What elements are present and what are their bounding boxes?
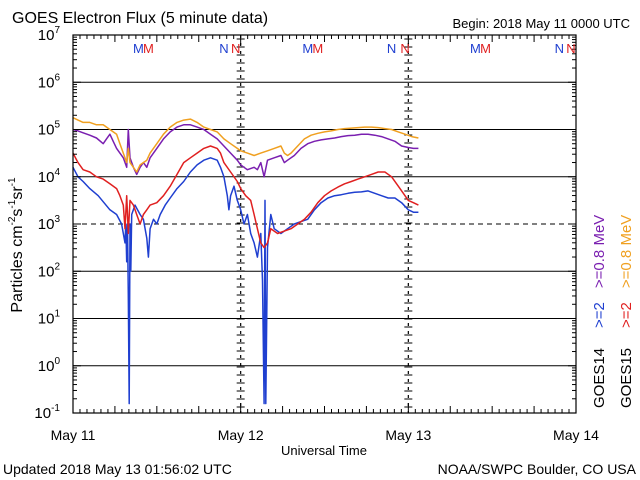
y-tick-exponent: 1 bbox=[54, 309, 60, 320]
y-tick-mantissa: 10 bbox=[38, 27, 55, 44]
mn-marker: M bbox=[470, 41, 481, 56]
series-line-0 bbox=[72, 157, 419, 405]
y-tick-label: 107 bbox=[38, 25, 61, 44]
y-tick-mantissa: 10 bbox=[38, 311, 55, 328]
series-line-3 bbox=[72, 117, 419, 173]
grid-lines bbox=[73, 81, 576, 367]
y-tick-exponent: 3 bbox=[54, 214, 60, 225]
y-tick-exponent: 2 bbox=[54, 261, 60, 272]
legend-goes15-label: GOES15 bbox=[618, 348, 635, 408]
y-tick-mantissa: 10 bbox=[38, 169, 55, 186]
y-tick-mantissa: 10 bbox=[38, 122, 55, 139]
y-label-sr: sr bbox=[9, 186, 26, 200]
y-tick-exponent: 7 bbox=[54, 25, 60, 36]
x-tick-label: May 14 bbox=[553, 427, 599, 443]
legend-goes15: GOES15 >=2 >=0.8 MeV bbox=[618, 215, 635, 408]
legend-goes14-ge2: >=2 bbox=[591, 302, 608, 328]
y-tick-mantissa: 10 bbox=[38, 74, 55, 91]
series-layer bbox=[72, 117, 419, 405]
chart-title: GOES Electron Flux (5 minute data) bbox=[12, 10, 268, 27]
y-label-exp1: -2 bbox=[7, 216, 18, 225]
y-axis-label: Particles cm-2s-1sr-1 bbox=[7, 177, 26, 313]
y-label-main: Particles cm bbox=[9, 225, 26, 312]
mn-marker: N bbox=[400, 41, 409, 56]
mn-marker: M bbox=[133, 41, 144, 56]
mn-marker: N bbox=[219, 41, 228, 56]
y-tick-mantissa: 10 bbox=[38, 263, 55, 280]
mn-marker: M bbox=[302, 41, 313, 56]
legend: GOES14 >=2 >=0.8 MeV GOES15 >=2 >=0.8 MeV bbox=[591, 215, 635, 408]
mn-marker: M bbox=[143, 41, 154, 56]
y-label-exp3: -1 bbox=[7, 177, 18, 186]
legend-goes15-ge2: >=2 bbox=[618, 302, 635, 328]
legend-goes15-ge08: >=0.8 MeV bbox=[618, 215, 635, 288]
y-tick-mantissa: 10 bbox=[34, 405, 51, 422]
y-tick-exponent: 5 bbox=[54, 120, 60, 131]
y-label-s: s bbox=[9, 209, 26, 217]
x-axis-ticks: May 11 May 12 May 13 May 14 bbox=[51, 35, 599, 443]
y-tick-label: 101 bbox=[38, 309, 61, 328]
y-tick-mantissa: 10 bbox=[38, 216, 55, 233]
chart-begin: Begin: 2018 May 11 0000 UTC bbox=[452, 16, 630, 31]
mn-marker: N bbox=[555, 41, 564, 56]
mn-marker: N bbox=[387, 41, 396, 56]
mn-marker: N bbox=[566, 41, 575, 56]
legend-goes14: GOES14 >=2 >=0.8 MeV bbox=[591, 215, 608, 408]
y-tick-label: 103 bbox=[38, 214, 61, 233]
y-tick-exponent: 6 bbox=[54, 72, 60, 83]
x-axis-label: Universal Time bbox=[281, 443, 367, 458]
legend-goes14-label: GOES14 bbox=[591, 348, 608, 408]
y-tick-label: 10-1 bbox=[34, 403, 60, 422]
footer-updated: Updated 2018 May 13 01:56:02 UTC bbox=[3, 461, 232, 477]
y-tick-label: 106 bbox=[38, 72, 61, 91]
series-line-2 bbox=[72, 145, 419, 249]
y-tick-label: 104 bbox=[38, 167, 61, 186]
y-tick-exponent: 0 bbox=[54, 356, 60, 367]
mn-marker: N bbox=[231, 41, 240, 56]
legend-goes14-ge08: >=0.8 MeV bbox=[591, 215, 608, 288]
y-tick-mantissa: 10 bbox=[38, 358, 55, 375]
x-tick-label: May 13 bbox=[385, 427, 431, 443]
mn-marker: M bbox=[312, 41, 323, 56]
y-tick-label: 102 bbox=[38, 261, 61, 280]
y-tick-label: 105 bbox=[38, 120, 61, 139]
mn-marker: M bbox=[480, 41, 491, 56]
series-line-1 bbox=[72, 124, 419, 178]
y-label-exp2: -1 bbox=[7, 199, 18, 208]
x-tick-label: May 12 bbox=[218, 427, 264, 443]
y-tick-exponent: -1 bbox=[51, 403, 60, 414]
y-tick-label: 100 bbox=[38, 356, 61, 375]
footer-credit: NOAA/SWPC Boulder, CO USA bbox=[438, 461, 637, 477]
x-tick-label: May 11 bbox=[51, 427, 96, 443]
y-tick-exponent: 4 bbox=[54, 167, 60, 178]
